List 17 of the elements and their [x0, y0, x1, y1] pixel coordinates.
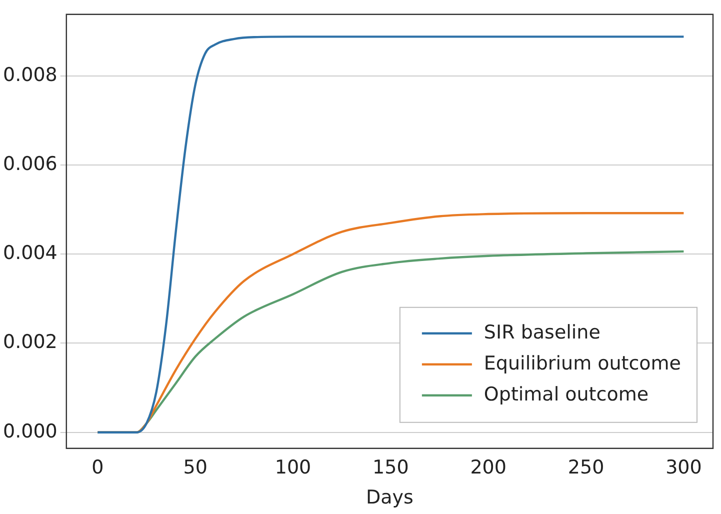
legend-label: Optimal outcome	[484, 383, 649, 406]
x-tick-label: 50	[183, 456, 208, 479]
x-tick-label: 150	[372, 456, 409, 479]
x-tick-label: 0	[92, 456, 104, 479]
y-tick-label: 0.008	[2, 64, 58, 86]
legend-label: SIR baseline	[484, 321, 600, 344]
y-tick-label: 0.002	[2, 331, 58, 354]
x-tick-label: 100	[274, 456, 312, 479]
y-tick-label: 0.000	[2, 420, 58, 442]
x-axis-title: Days	[366, 486, 414, 509]
x-tick-label: 250	[568, 456, 604, 479]
line-series	[96, 36, 685, 434]
x-tick-label: 300	[666, 456, 702, 479]
y-tick-label: 0.006	[2, 152, 58, 175]
y-tick-label: 0.004	[2, 242, 58, 264]
legend-label: Equilibrium outcome	[484, 352, 682, 374]
x-tick-label: 200	[470, 456, 506, 479]
